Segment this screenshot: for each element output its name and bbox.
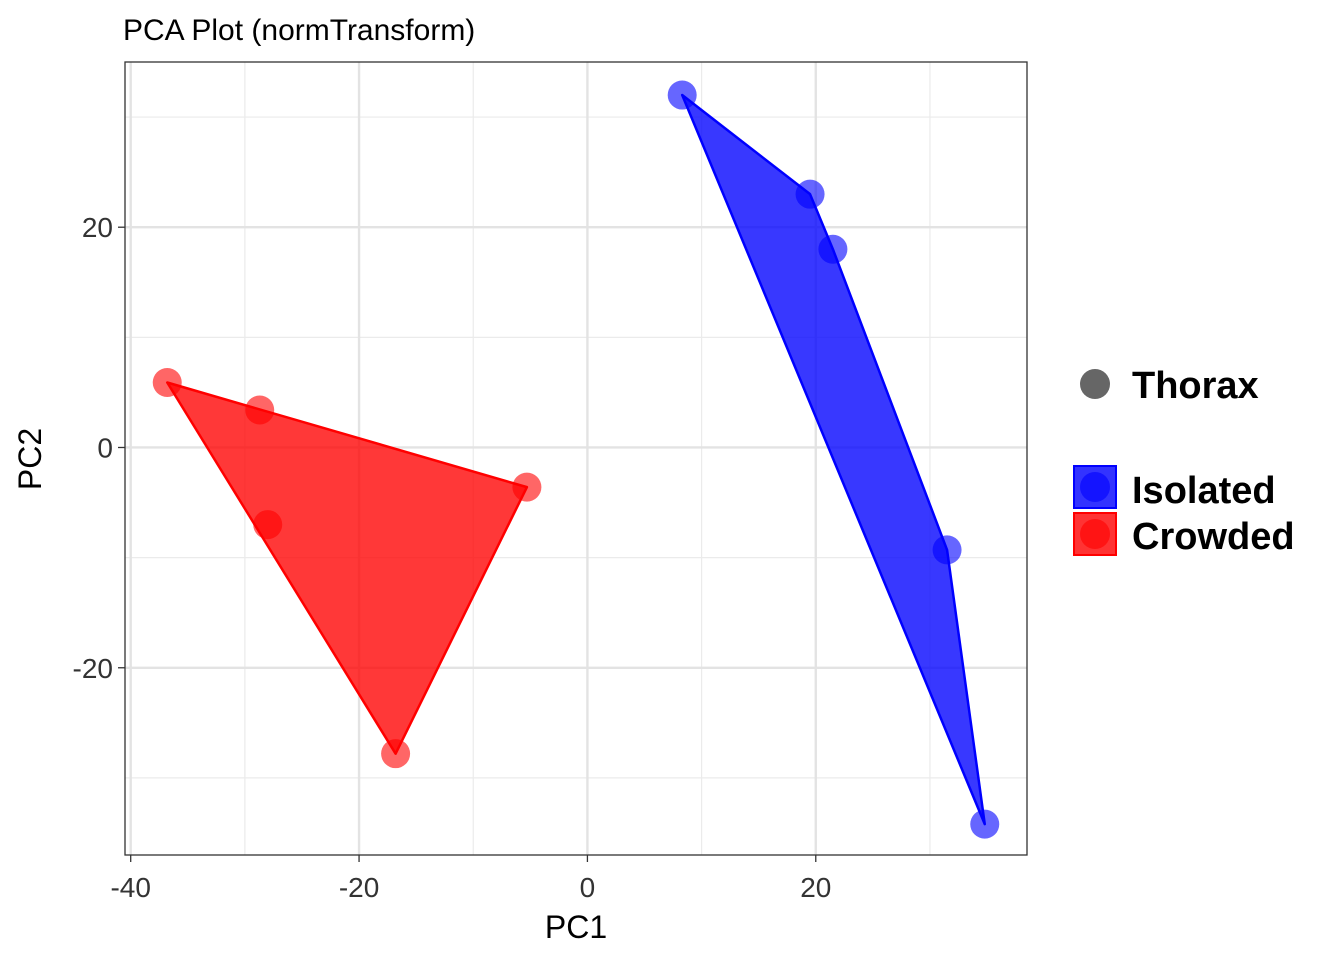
point-isolated <box>818 234 848 264</box>
point-isolated <box>932 535 962 565</box>
hull-layer <box>165 93 987 826</box>
hull-crowded <box>165 381 529 755</box>
chart-title: PCA Plot (normTransform) <box>123 14 475 47</box>
x-axis: -40 -20 0 20 <box>110 855 831 903</box>
y-axis-title: PC2 <box>12 428 48 490</box>
y-tick-label: -20 <box>73 653 113 684</box>
legend: Thorax Isolated Crowded <box>1073 365 1295 558</box>
x-tick-label: 0 <box>580 872 596 903</box>
point-isolated <box>970 809 1000 839</box>
legend-label-crowded: Crowded <box>1132 516 1295 558</box>
point-crowded <box>512 472 542 502</box>
y-tick-label: 20 <box>82 212 113 243</box>
y-tick-label: 0 <box>97 432 113 463</box>
point-isolated <box>667 80 697 110</box>
legend-point-isolated <box>1080 472 1110 502</box>
y-axis: -20 0 20 <box>73 212 125 684</box>
legend-shape-key <box>1080 369 1110 399</box>
x-axis-title: PC1 <box>545 909 607 945</box>
point-layer <box>152 80 1000 839</box>
legend-label-isolated: Isolated <box>1132 470 1276 512</box>
legend-shape-label: Thorax <box>1132 365 1259 407</box>
point-isolated <box>795 179 825 209</box>
x-tick-label: 20 <box>800 872 831 903</box>
x-tick-label: -40 <box>110 872 150 903</box>
point-crowded <box>152 368 182 398</box>
panel-border <box>124 61 1028 856</box>
x-tick-label: -20 <box>339 872 379 903</box>
point-crowded <box>253 510 283 540</box>
point-crowded <box>381 739 411 769</box>
point-crowded <box>245 395 275 425</box>
legend-point-crowded <box>1080 519 1110 549</box>
hull-isolated <box>680 93 987 826</box>
